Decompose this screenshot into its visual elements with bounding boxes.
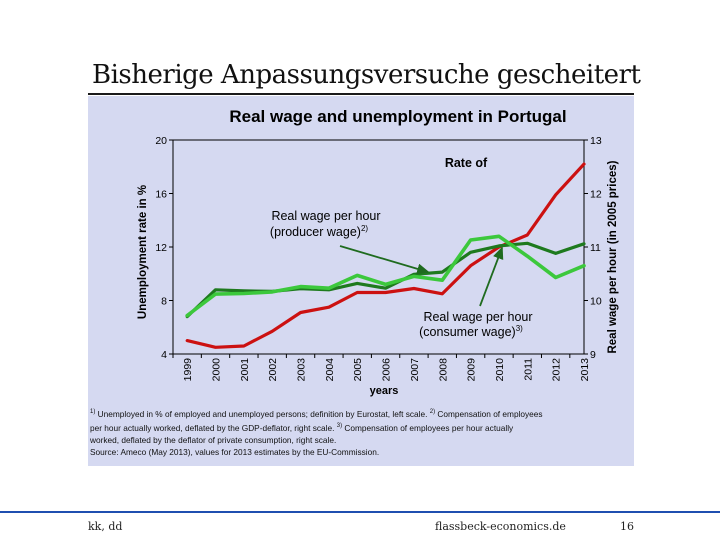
footnote-line-2: per hour actually worked, deflated by th…: [90, 422, 514, 433]
footnote-2-text: Compensation of employees: [437, 408, 543, 419]
data-point-producer-wage: [356, 282, 358, 284]
footnote-1-text: Unemployed in % of employed and unemploy…: [97, 408, 430, 419]
y-right-tick-label: 11: [590, 242, 601, 254]
data-point-producer-wage: [583, 243, 585, 245]
annotation-producer-line2: (producer wage)2): [270, 224, 368, 239]
footnote-source: Source: Ameco (May 2013), values for 201…: [90, 446, 380, 457]
annotation-producer-text: (producer wage): [270, 225, 361, 239]
data-point-unemployment: [441, 293, 443, 295]
footnote-line-3: worked, deflated by the deflator of priv…: [90, 434, 337, 445]
data-point-producer-wage: [555, 252, 557, 255]
data-point-consumer-wage: [441, 279, 443, 281]
data-point-producer-wage: [243, 290, 245, 292]
y-left-tick-label: 16: [155, 189, 167, 201]
data-point-consumer-wage: [413, 275, 415, 278]
data-point-unemployment: [470, 265, 472, 267]
x-tick-label: 2000: [211, 358, 223, 382]
y-axis-right-label: Real wage per hour (in 2005 prices): [607, 160, 619, 353]
annotation-consumer-line1: Real wage per hour: [423, 310, 532, 324]
data-point-producer-wage: [384, 287, 387, 289]
data-point-unemployment: [526, 234, 528, 236]
data-point-consumer-wage: [526, 255, 528, 257]
data-point-consumer-wage: [186, 314, 188, 317]
producer-wage-arrow: [339, 245, 430, 275]
x-tick-label: 1999: [182, 358, 194, 382]
y-right-tick-label: 12: [590, 189, 602, 201]
x-tick-label: 2001: [239, 358, 251, 382]
footnote-3-text: Compensation of employees per hour actua…: [344, 422, 514, 433]
x-tick-label: 2010: [494, 358, 506, 382]
slide-title: Bisherige Anpassungsversuche gescheitert: [92, 60, 641, 90]
data-point-unemployment: [271, 330, 273, 332]
data-point-unemployment: [384, 291, 387, 294]
data-point-producer-wage: [413, 273, 415, 275]
data-point-consumer-wage: [583, 265, 585, 267]
data-point-unemployment: [328, 306, 330, 308]
chart-title: Real wage and unemployment in Portugal: [229, 107, 566, 126]
x-tick-label: 2009: [466, 358, 478, 382]
y-right-tick-label: 9: [590, 349, 596, 361]
data-point-consumer-wage: [328, 287, 330, 289]
data-point-unemployment: [186, 340, 188, 342]
data-point-consumer-wage: [384, 283, 387, 286]
x-tick-label: 2002: [267, 358, 279, 382]
x-tick-label: 2003: [296, 358, 308, 382]
data-point-consumer-wage: [271, 291, 273, 293]
x-tick-label: 2005: [352, 358, 364, 382]
data-point-consumer-wage: [555, 276, 557, 279]
title-divider: [88, 93, 634, 95]
data-point-producer-wage: [441, 271, 443, 273]
footnotes: 1) Unemployed in % of employed and unemp…: [90, 406, 634, 458]
data-point-unemployment: [299, 311, 302, 314]
annotation-producer-line1: Real wage per hour: [271, 209, 380, 223]
annotation-consumer-line2: (consumer wage)3): [419, 324, 523, 339]
consumer-wage-arrow: [479, 246, 504, 307]
footer-author: kk, dd: [88, 520, 123, 533]
y-left-tick-label: 8: [161, 296, 167, 308]
y-left-tick-label: 4: [161, 349, 167, 361]
data-point-unemployment: [583, 163, 585, 165]
data-point-unemployment: [356, 291, 358, 294]
data-point-unemployment: [214, 346, 217, 348]
data-point-producer-wage: [470, 251, 472, 253]
x-tick-label: 2007: [409, 358, 421, 382]
data-point-unemployment: [555, 194, 557, 196]
y-right-tick-label: 10: [590, 296, 602, 308]
y-right-tick-label: 13: [590, 135, 602, 147]
x-tick-label: 2013: [579, 358, 591, 382]
footnote-2-cont: per hour actually worked, deflated by th…: [90, 422, 337, 433]
annotation-rate-of: Rate of: [445, 156, 488, 170]
x-tick-label: 2011: [522, 358, 534, 381]
x-axis-label: years: [370, 385, 399, 397]
data-point-consumer-wage: [299, 285, 302, 288]
footnote-line-1: 1) Unemployed in % of employed and unemp…: [90, 408, 543, 419]
y-axis-left-label: Unemployment rate in %: [137, 185, 149, 319]
x-tick-label: 2004: [324, 358, 336, 382]
data-point-consumer-wage: [356, 274, 358, 276]
y-left-tick-label: 20: [155, 135, 167, 147]
data-point-producer-wage: [214, 289, 217, 291]
x-tick-label: 2012: [551, 358, 563, 382]
data-point-consumer-wage: [243, 292, 245, 295]
x-tick-label: 2008: [437, 358, 449, 382]
data-point-producer-wage: [526, 242, 528, 244]
footer-divider: [0, 511, 720, 513]
chart-panel: Real wage and unemployment in Portugal 4…: [88, 96, 634, 466]
x-tick-label: 2006: [381, 358, 393, 382]
line-chart: Real wage and unemployment in Portugal 4…: [137, 107, 619, 397]
data-point-consumer-wage: [498, 235, 500, 237]
annotation-consumer-sup: 3): [516, 324, 523, 333]
data-point-unemployment: [413, 287, 415, 290]
data-point-producer-wage: [498, 245, 500, 247]
data-point-consumer-wage: [470, 239, 472, 241]
page-number: 16: [620, 520, 634, 533]
annotation-consumer-text: (consumer wage): [419, 325, 516, 339]
y-left-tick-label: 12: [155, 242, 167, 254]
series-line-consumer-wage: [185, 234, 586, 318]
data-point-consumer-wage: [214, 293, 217, 295]
annotation-producer-sup: 2): [361, 224, 368, 233]
footer-website: flassbeck-economics.de: [435, 520, 566, 533]
data-point-unemployment: [243, 345, 245, 347]
